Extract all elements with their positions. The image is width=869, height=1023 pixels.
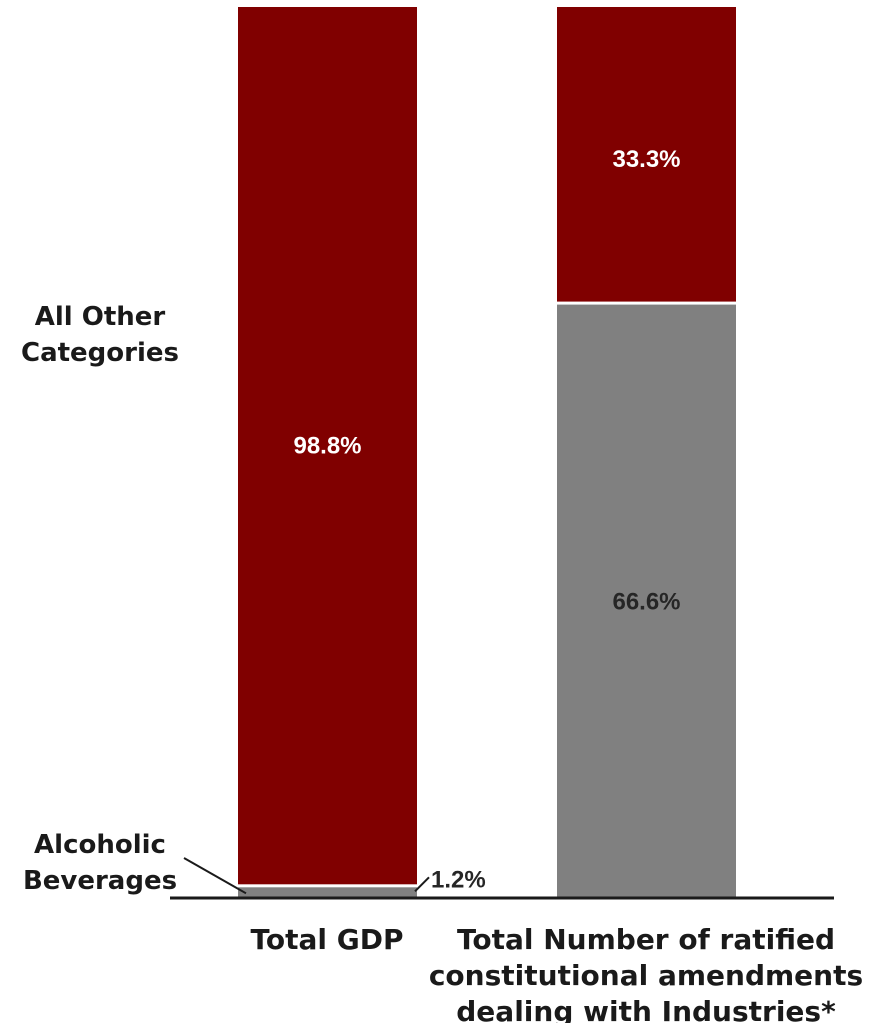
legend-label-line: All Other: [35, 302, 166, 332]
bar-segment-alcoholic-beverages-1: [238, 887, 417, 898]
legend-label-line: Categories: [21, 338, 179, 368]
bar-segment-alcoholic-beverages-2: [557, 304, 736, 898]
data-label: 33.3%: [612, 146, 680, 173]
category-label-line: dealing with Industries*: [456, 995, 836, 1023]
data-label-leader-line: [414, 876, 430, 893]
bar-segment-all-other-categories-1: [238, 7, 417, 885]
data-label: 66.6%: [612, 588, 680, 615]
legend-item-alcoholic-beverages: Alcoholic Beverages: [23, 830, 247, 896]
category-label-line: constitutional amendments: [429, 959, 863, 992]
data-label: 98.8%: [293, 433, 361, 460]
legend-item-all-other-categories: All Other Categories: [21, 302, 179, 368]
category-labels-layer: Total GDP Total Number of ratifiedconstit…: [251, 923, 864, 1023]
category-label-1: Total GDP: [251, 923, 404, 956]
category-label-line: Total Number of ratified: [457, 923, 835, 956]
legend-layer: Alcoholic Beverages All Other Categories: [21, 302, 247, 896]
legend-leader-line: [183, 857, 247, 895]
category-label-line: Total GDP: [251, 923, 404, 956]
data-label: 1.2%: [431, 866, 486, 893]
legend-label-line: Alcoholic: [34, 830, 166, 860]
legend-label-line: Beverages: [23, 866, 177, 896]
data-labels-layer: 1.2% 66.6% 98.8% 33.3%: [293, 146, 680, 893]
bars-layer: [238, 7, 736, 898]
bar-segment-all-other-categories-2: [557, 7, 736, 302]
